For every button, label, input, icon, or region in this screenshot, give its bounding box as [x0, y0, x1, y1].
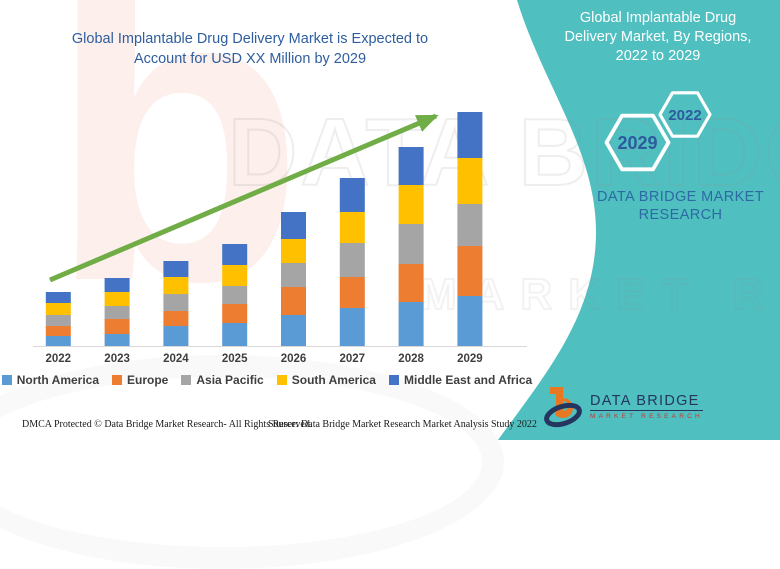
bar-segment-2026 [281, 287, 306, 315]
legend-item: North America [1, 373, 100, 387]
bar-segment-2024 [163, 326, 189, 346]
legend-label: North America [16, 373, 100, 387]
x-axis-label: 2022 [46, 353, 72, 365]
bar-segment-2025 [222, 265, 248, 286]
bar-segment-2023 [104, 319, 130, 334]
legend-swatch-icon [181, 375, 192, 385]
bar-segment-2028 [398, 302, 424, 346]
trend-arrow [49, 113, 439, 283]
legend-label: Europe [127, 373, 169, 387]
chart-title: Global Implantable Drug Delivery Market … [32, 30, 468, 69]
panel-title-line2: Delivery Market, By Regions, [564, 29, 752, 46]
bar-segment-2029 [457, 296, 483, 346]
teal-curve-shape [498, 0, 780, 440]
panel-title-line3: 2022 to 2029 [615, 48, 701, 65]
hexagon-2022-label: 2022 [668, 107, 701, 124]
hexagon-2029 [604, 113, 671, 172]
legend-item: Asia Pacific [181, 373, 264, 387]
bar-segment-2026 [281, 315, 306, 346]
footer-source: Source: Data Bridge Market Research Mark… [268, 419, 537, 430]
panel-title: Global Implantable Drug Delivery Market,… [543, 9, 773, 66]
bar-segment-2022 [45, 303, 71, 315]
x-axis-label: 2023 [104, 353, 130, 365]
brand-text-line1: DATA BRIDGE MARKET [597, 189, 764, 205]
bar-segment-2025 [222, 244, 248, 265]
legend-item: Europe [112, 373, 168, 387]
year-hexagons: 2022 2029 [604, 91, 712, 172]
bar-segment-2024 [163, 277, 189, 294]
databridge-logo-icon [544, 387, 582, 428]
bar-segment-2023 [104, 306, 130, 319]
legend-swatch-icon [112, 375, 123, 385]
stacked-bar-chart: 2022 2023 2024 2025 2026 2027 2028 2029 [33, 112, 527, 365]
chart-title-line2: Account for USD XX Million by 2029 [133, 50, 367, 67]
bar-segment-2028 [398, 147, 424, 185]
teal-panel-background [498, 0, 780, 440]
bar-segment-2028 [398, 224, 424, 264]
bar-segment-2023 [104, 334, 130, 346]
bar-segment-2022 [45, 315, 71, 326]
legend-label: South America [291, 373, 376, 387]
footer-copyright: DMCA Protected © Data Bridge Market Rese… [22, 419, 313, 430]
x-axis-label: 2025 [222, 353, 248, 365]
databridge-logo: DATA BRIDGE MARKET RESEARCH [543, 384, 703, 428]
bar-segment-2022 [45, 336, 71, 346]
bar-segment-2023 [104, 292, 130, 306]
bar-segment-2024 [163, 294, 189, 311]
x-axis-label: 2026 [281, 353, 307, 365]
legend-swatch-icon [1, 375, 12, 385]
legend-swatch-icon [276, 375, 287, 385]
legend-item: Middle East and Africa [388, 373, 533, 387]
legend-swatch-icon [388, 375, 399, 385]
bar-segment-2027 [339, 178, 365, 212]
bar-segment-2028 [398, 185, 424, 224]
bar-segment-2022 [45, 326, 71, 336]
bar-segment-2029 [457, 112, 483, 158]
bar-segment-2023 [104, 278, 130, 292]
logo-subtitle: MARKET RESEARCH [590, 412, 703, 420]
bar-segment-2027 [339, 243, 365, 277]
x-axis-label: 2024 [163, 353, 189, 365]
bar-segment-2028 [398, 264, 424, 302]
bar-segment-2029 [457, 246, 483, 296]
bar-segment-2027 [339, 212, 365, 243]
bar-segment-2025 [222, 286, 248, 304]
chart-legend: North America Europe Asia Pacific South Ame… [1, 373, 532, 387]
bar-segment-2029 [457, 158, 483, 204]
bar-segment-2026 [281, 263, 306, 287]
bar-segment-2024 [163, 311, 189, 326]
bars-group: 2022 2023 2024 2025 2026 2027 2028 2029 [46, 112, 483, 365]
brand-text: DATA BRIDGE MARKET RESEARCH [578, 188, 780, 224]
x-axis-label: 2027 [340, 353, 366, 365]
bar-segment-2024 [163, 261, 189, 277]
bar-segment-2027 [339, 308, 365, 346]
bar-segment-2027 [339, 277, 365, 308]
hexagon-2022 [658, 91, 712, 138]
bar-segment-2025 [222, 323, 248, 346]
bar-segment-2022 [45, 292, 71, 303]
brand-text-line2: RESEARCH [638, 207, 723, 224]
legend-label: Asia Pacific [196, 373, 264, 387]
bar-segment-2025 [222, 304, 248, 323]
bar-segment-2026 [281, 212, 306, 239]
bar-segment-2029 [457, 204, 483, 246]
legend-item: South America [276, 373, 376, 387]
bar-segment-2026 [281, 239, 306, 263]
x-axis-label: 2028 [398, 353, 424, 365]
panel-title-line1: Global Implantable Drug [579, 10, 737, 26]
chart-title-line1: Global Implantable Drug Delivery Market … [71, 31, 429, 47]
legend-label: Middle East and Africa [403, 373, 533, 387]
x-axis-label: 2029 [457, 353, 483, 365]
hexagon-2029-label: 2029 [617, 133, 657, 153]
logo-name: DATA BRIDGE [590, 393, 703, 411]
